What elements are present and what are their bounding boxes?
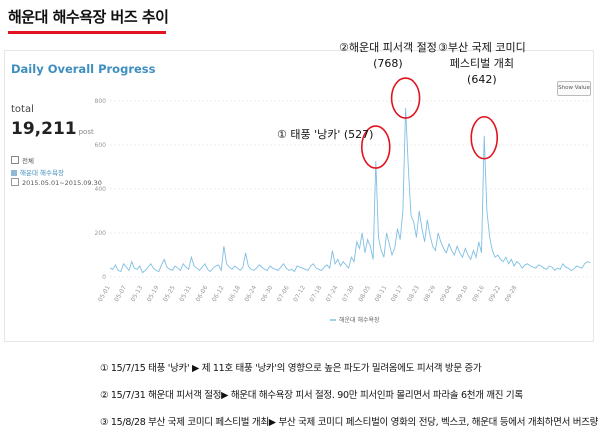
highlight-circle: [390, 77, 421, 119]
chart-panel: Daily Overall Progress total 19,211 post …: [4, 50, 594, 342]
legend-label: 해운대 해수욕장: [339, 316, 380, 324]
y-tick-label: 800: [95, 98, 107, 105]
total-number: 19,211: [11, 119, 77, 139]
x-tick-label: 07-06: [276, 284, 291, 303]
x-tick-label: 08-23: [406, 284, 421, 303]
title-underline: [8, 31, 166, 34]
x-tick-label: 09-10: [455, 284, 470, 303]
chart-legend: 해운대 해수욕장: [330, 316, 380, 324]
annotation-3-line-1: ③부산 국제 코미디: [438, 41, 526, 54]
annotation-3: ③부산 국제 코미디 페스티벌 개최 (642): [438, 40, 526, 88]
annotation-2-line-1: ②해운대 피서객 절정: [339, 41, 437, 54]
x-tick-label: 08-29: [422, 284, 437, 303]
tag-icon: [11, 170, 17, 176]
x-tick-label: 05-13: [129, 284, 144, 303]
annotation-1: ① 태풍 '낭카' (527): [277, 127, 373, 143]
meta-keyword-label: 해운대 해수욕장: [20, 169, 64, 177]
annotation-3-line-2: 페스티벌 개최: [449, 57, 514, 70]
x-tick-label: 09-28: [504, 284, 519, 303]
x-tick-label: 07-24: [325, 284, 340, 303]
annotation-1-line-1: ① 태풍 '낭카' (527): [277, 128, 374, 141]
x-tick-label: 05-01: [97, 284, 112, 303]
annotation-2: ②해운대 피서객 절정 (768): [339, 40, 437, 72]
x-tick-label: 05-07: [113, 284, 128, 303]
x-tick-label: 09-04: [439, 284, 454, 303]
x-axis-ticks: 05-01 05-07 05-13 05-19 05-25 05-31 06-06 06-12…: [97, 284, 519, 303]
meta-all: 전체: [11, 155, 34, 165]
meta-keyword[interactable]: 해운대 해수욕장: [11, 167, 64, 177]
total-unit: post: [78, 128, 94, 136]
x-tick-label: 08-11: [374, 284, 389, 303]
x-tick-label: 08-17: [390, 284, 405, 303]
highlight-circle: [470, 115, 499, 160]
annotation-2-line-2: (768): [373, 57, 403, 70]
note-2: ② 15/7/31 해운대 피서객 절정▶ 해운대 해수욕장 피서 절정. 90…: [100, 390, 523, 401]
series-line: [109, 107, 591, 274]
x-tick-label: 09-22: [487, 284, 502, 303]
x-tick-label: 07-12: [292, 284, 307, 303]
x-tick-label: 09-16: [471, 284, 486, 303]
y-tick-label: 600: [95, 142, 107, 149]
y-tick-label: 400: [95, 186, 107, 193]
meta-date-label: 2015.05.01~2015.09.30: [22, 179, 102, 187]
note-3: ③ 15/8/28 부산 국제 코미디 페스티벌 개최▶ 부산 국제 코미디 페…: [100, 417, 600, 428]
chart-grid: [110, 100, 590, 278]
x-tick-label: 05-31: [178, 284, 193, 303]
highlight-circles: [360, 77, 499, 169]
annotation-3-line-3: (642): [467, 73, 497, 86]
x-tick-label: 07-30: [341, 284, 356, 303]
x-tick-label: 07-18: [308, 284, 323, 303]
panel-title: Daily Overall Progress: [11, 62, 156, 76]
show-value-button[interactable]: Show Value: [557, 81, 591, 96]
x-tick-label: 06-12: [211, 284, 226, 303]
meta-all-label: 전체: [22, 157, 34, 165]
highlight-circle: [360, 125, 391, 169]
x-tick-label: 06-30: [260, 284, 275, 303]
total-label: total: [11, 104, 34, 115]
list-icon: [11, 156, 19, 164]
x-tick-label: 06-18: [227, 284, 242, 303]
x-tick-label: 08-05: [357, 284, 372, 303]
calendar-icon: [11, 178, 19, 186]
meta-date-range: 2015.05.01~2015.09.30: [11, 178, 102, 187]
y-axis-ticks: 0 200 400 600 800: [95, 98, 107, 281]
page-title: 해운대 해수욕장 버즈 추이: [8, 8, 169, 26]
y-tick-label: 0: [102, 274, 106, 281]
x-tick-label: 06-06: [195, 284, 210, 303]
note-1: ① 15/7/15 태풍 '낭카' ▶ 제 11호 태풍 '낭카'의 영향으로 …: [100, 363, 482, 374]
x-tick-label: 05-19: [146, 284, 161, 303]
y-tick-label: 200: [95, 230, 107, 237]
x-tick-label: 05-25: [162, 284, 177, 303]
x-tick-label: 06-24: [243, 284, 258, 303]
total-value: 19,211 post: [11, 119, 94, 139]
